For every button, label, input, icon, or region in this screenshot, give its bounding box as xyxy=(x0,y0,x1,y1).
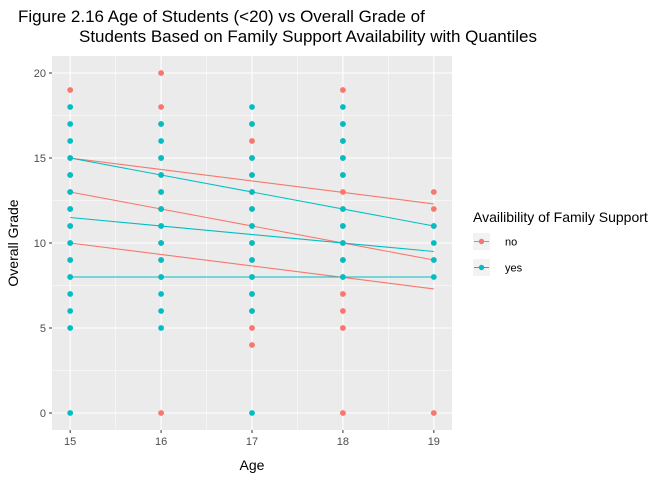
x-tick-label: 18 xyxy=(337,436,349,448)
data-point-yes xyxy=(158,257,164,263)
data-point-yes xyxy=(430,223,437,229)
data-point-yes xyxy=(340,138,346,144)
quantile-line-no xyxy=(70,157,434,205)
data-point-yes xyxy=(340,257,346,263)
data-point-yes xyxy=(158,121,164,127)
data-point-yes xyxy=(158,240,164,246)
legend-key-no-point xyxy=(478,238,485,245)
chart-title-line-2: Students Based on Family Support Availab… xyxy=(79,27,537,46)
data-point-yes xyxy=(249,172,255,178)
data-point-no xyxy=(340,291,346,297)
data-point-yes xyxy=(249,155,255,161)
data-point-yes xyxy=(340,155,346,161)
data-point-no xyxy=(249,342,255,348)
data-point-yes xyxy=(67,138,74,144)
data-point-yes xyxy=(249,274,255,280)
data-point-yes xyxy=(67,257,74,263)
data-point-yes xyxy=(249,308,255,314)
data-point-yes xyxy=(430,240,437,246)
data-point-yes xyxy=(158,308,164,314)
data-point-yes xyxy=(158,291,164,297)
x-tick-label: 15 xyxy=(64,436,76,448)
data-point-yes xyxy=(158,172,164,178)
data-point-yes xyxy=(158,189,164,195)
data-point-yes xyxy=(249,223,255,229)
data-point-yes xyxy=(67,155,74,161)
legend-label-yes: yes xyxy=(505,263,523,275)
data-point-yes xyxy=(340,274,346,280)
data-point-yes xyxy=(340,240,346,246)
data-point-yes xyxy=(249,121,255,127)
data-point-yes xyxy=(67,223,74,229)
data-point-yes xyxy=(158,274,164,280)
data-point-yes xyxy=(249,206,255,212)
quantile-line-yes xyxy=(70,216,434,253)
data-points xyxy=(67,70,437,416)
data-point-no xyxy=(158,104,164,110)
data-point-yes xyxy=(67,172,74,178)
data-point-no xyxy=(340,189,346,195)
x-tick-label: 19 xyxy=(428,436,440,448)
data-point-no xyxy=(340,325,346,331)
data-point-yes xyxy=(67,206,74,212)
legend-label-no: no xyxy=(505,237,517,249)
y-tick-label: 0 xyxy=(40,408,46,420)
data-point-yes xyxy=(67,325,74,331)
data-point-yes xyxy=(430,274,437,280)
y-axis-title: Overall Grade xyxy=(5,199,21,286)
data-point-yes xyxy=(249,410,255,416)
data-point-yes xyxy=(158,155,164,161)
data-point-no xyxy=(158,70,164,76)
data-point-no xyxy=(430,189,437,195)
data-point-yes xyxy=(67,240,74,246)
data-point-no xyxy=(249,325,255,331)
legend-key-yes-point xyxy=(478,264,485,271)
x-axis-title: Age xyxy=(240,457,265,473)
data-point-yes xyxy=(67,274,74,280)
data-point-yes xyxy=(340,223,346,229)
data-point-no xyxy=(340,410,346,416)
data-point-yes xyxy=(249,104,255,110)
data-point-yes xyxy=(158,325,164,331)
y-tick-label: 15 xyxy=(34,153,46,165)
quantile-line-no xyxy=(70,242,434,290)
data-point-yes xyxy=(340,104,346,110)
data-point-yes xyxy=(67,104,74,110)
legend: Availibility of Family Support no yes xyxy=(473,209,648,276)
x-tick-label: 16 xyxy=(155,436,167,448)
y-tick-label: 20 xyxy=(34,68,46,80)
y-tick-label: 10 xyxy=(34,238,46,250)
data-point-yes xyxy=(249,257,255,263)
data-point-yes xyxy=(158,138,164,144)
x-tick-label: 17 xyxy=(246,436,258,448)
data-point-no xyxy=(340,87,346,93)
data-point-yes xyxy=(430,257,437,263)
data-point-no xyxy=(430,206,437,212)
data-point-yes xyxy=(249,189,255,195)
data-point-no xyxy=(158,410,164,416)
chart-title-line-1: Figure 2.16 Age of Students (<20) vs Ove… xyxy=(18,7,425,26)
axis-ticks: 15 16 17 18 19 0 5 10 15 20 xyxy=(34,68,440,448)
data-point-no xyxy=(249,138,255,144)
data-point-yes xyxy=(67,189,74,195)
data-point-yes xyxy=(340,172,346,178)
data-point-yes xyxy=(340,121,346,127)
data-point-yes xyxy=(67,121,74,127)
data-point-yes xyxy=(67,291,74,297)
y-tick-label: 5 xyxy=(40,323,46,335)
data-point-yes xyxy=(67,410,74,416)
legend-title: Availibility of Family Support xyxy=(473,209,648,225)
data-point-yes xyxy=(340,206,346,212)
data-point-no xyxy=(340,308,346,314)
data-point-yes xyxy=(249,291,255,297)
data-point-no xyxy=(67,87,74,93)
data-point-yes xyxy=(158,206,164,212)
data-point-yes xyxy=(249,240,255,246)
data-point-no xyxy=(430,410,437,416)
data-point-yes xyxy=(158,223,164,229)
data-point-yes xyxy=(67,308,74,314)
